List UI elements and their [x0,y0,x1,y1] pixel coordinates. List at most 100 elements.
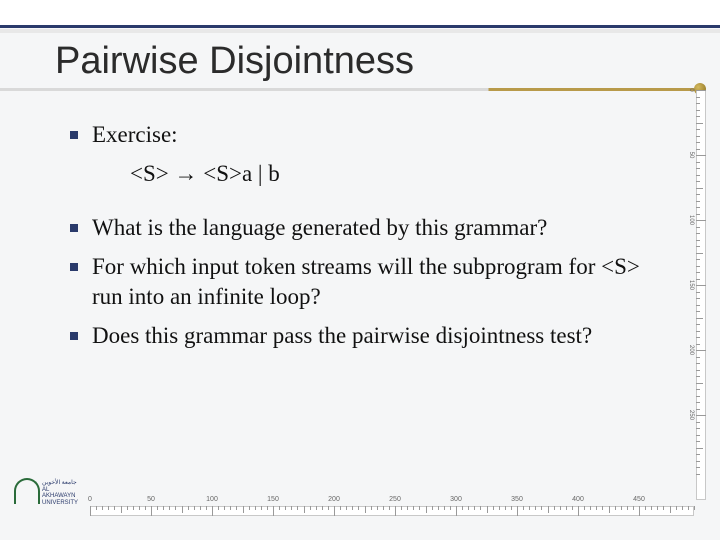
header-bar [0,0,720,28]
ruler-tick [696,285,706,286]
ruler-tick [578,506,579,516]
ruler-tick [682,506,683,510]
ruler-tick [243,506,244,513]
bullet-icon [70,131,78,139]
bullet-text: Does this grammar pass the pairwise disj… [92,321,670,350]
ruler-tick [696,389,700,390]
ruler-tick [696,422,700,423]
ruler-label: 100 [688,215,694,225]
ruler-tick [696,305,700,306]
ruler-tick [696,461,700,462]
ruler-tick [645,506,646,510]
ruler-tick [169,506,170,510]
ruler-tick [651,506,652,510]
ruler-tick [389,506,390,510]
ruler-tick [444,506,445,510]
ruler-tick [395,506,396,516]
ruler-tick [696,259,700,260]
ruler-tick [365,506,366,513]
ruler-tick [566,506,567,510]
ruler-tick [696,129,700,130]
ruler-tick [236,506,237,510]
ruler-tick [346,506,347,510]
ruler-tick [696,467,700,468]
ruler-tick [121,506,122,513]
ruler-tick [456,506,457,516]
bullet-icon [70,332,78,340]
ruler-label: 0 [688,88,694,91]
ruler-label: 50 [688,152,694,159]
ruler-tick [175,506,176,510]
ruler-tick [188,506,189,510]
ruler-tick [194,506,195,510]
ruler-tick [602,506,603,510]
ruler-tick [609,506,610,513]
ruler-tick [572,506,573,510]
vertical-ruler: 050100150200250 [692,90,712,500]
ruler-tick [358,506,359,510]
ruler-tick [696,435,700,436]
ruler-label: 450 [633,496,645,503]
ruler-tick [696,396,700,397]
ruler-tick [696,383,703,384]
slide-title: Pairwise Disjointness [55,40,414,83]
ruler-tick [157,506,158,510]
ruler-tick [511,506,512,510]
ruler-tick [541,506,542,510]
title-underline [0,88,698,91]
ruler-tick [696,227,700,228]
ruler-tick [696,266,700,267]
ruler-tick [696,428,700,429]
ruler-tick [499,506,500,510]
grammar-rule: <S> → <S>a | b [130,159,670,188]
list-item: Exercise: [70,120,670,149]
ruler-tick [696,331,700,332]
ruler-tick [696,201,700,202]
ruler-tick [322,506,323,510]
ruler-tick [696,279,700,280]
ruler-tick [696,402,700,403]
ruler-tick [696,415,706,416]
ruler-tick [584,506,585,510]
ruler-tick [696,90,706,91]
ruler-tick [696,136,700,137]
ruler-tick [328,506,329,510]
content-area: Exercise: <S> → <S>a | b What is the lan… [70,120,670,361]
ruler-tick [212,506,213,516]
ruler-tick [696,123,703,124]
ruler-tick [696,318,703,319]
list-item: For which input token streams will the s… [70,252,670,311]
list-item: What is the language generated by this g… [70,213,670,242]
ruler-tick [114,506,115,510]
logo-line: AL AKHAWAYN [42,487,82,500]
ruler-tick [696,149,700,150]
ruler-label: 250 [389,496,401,503]
ruler-track [696,90,706,500]
ruler-tick [206,506,207,510]
ruler-tick [450,506,451,510]
ruler-tick [182,506,183,513]
ruler-tick [401,506,402,510]
ruler-tick [696,233,700,234]
ruler-tick [696,370,700,371]
ruler-tick [696,110,700,111]
ruler-tick [696,409,700,410]
ruler-tick [426,506,427,513]
ruler-tick [279,506,280,510]
ruler-tick [316,506,317,510]
ruler-tick [285,506,286,510]
bullet-text: Exercise: [92,120,670,149]
ruler-tick [688,506,689,510]
ruler-label: 150 [688,280,694,290]
ruler-tick [493,506,494,510]
ruler-tick [696,188,703,189]
ruler-tick [663,506,664,510]
ruler-label: 200 [688,345,694,355]
ruler-tick [696,344,700,345]
ruler-tick [255,506,256,510]
ruler-tick [670,506,671,513]
ruler-tick [535,506,536,510]
ruler-label: 250 [688,410,694,420]
ruler-tick [548,506,549,513]
ruler-tick [505,506,506,510]
